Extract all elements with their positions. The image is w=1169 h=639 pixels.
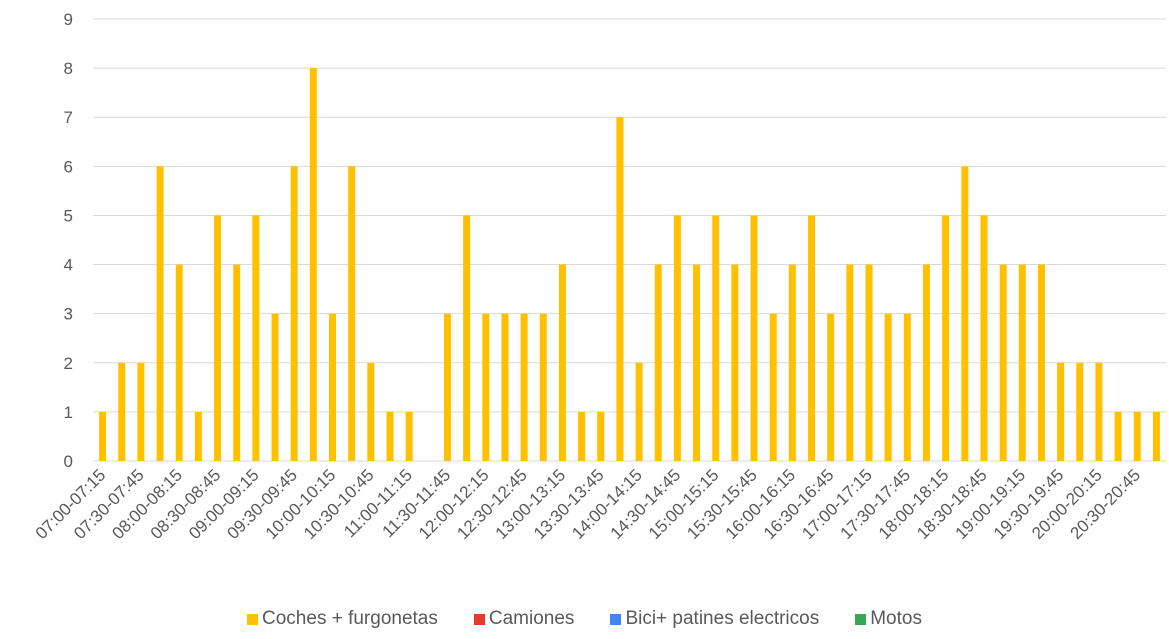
bar <box>884 313 892 461</box>
bar <box>137 362 145 461</box>
bar <box>405 411 413 461</box>
bar <box>673 215 681 461</box>
y-tick-label: 9 <box>64 10 73 29</box>
bar <box>635 362 643 461</box>
legend-label: Camiones <box>488 608 575 629</box>
bar <box>712 215 720 461</box>
legend-label: Coches + furgonetas <box>262 608 438 629</box>
bar <box>443 313 451 461</box>
legend-swatch <box>473 613 485 625</box>
legend-item: Bici+ patines electricos <box>610 608 819 630</box>
bar <box>1133 411 1141 461</box>
legend-swatch <box>610 613 622 625</box>
y-tick-label: 0 <box>64 452 73 471</box>
bar <box>539 313 547 461</box>
bar <box>252 215 260 461</box>
bar <box>1057 362 1065 461</box>
y-axis-ticks: 0 1 2 3 4 5 6 7 8 9 <box>64 10 73 471</box>
y-tick-label: 4 <box>64 256 73 275</box>
y-tick-label: 5 <box>64 206 73 225</box>
bar <box>194 411 202 461</box>
bar <box>693 264 701 461</box>
bar <box>367 362 375 461</box>
bar <box>99 411 107 461</box>
bar <box>482 313 490 461</box>
bar <box>329 313 337 461</box>
bar <box>1095 362 1103 461</box>
bar <box>175 264 183 461</box>
y-tick-label: 6 <box>64 157 73 176</box>
bar <box>233 264 241 461</box>
bar-chart: 0 1 2 3 4 5 6 7 8 9 07:00-07:1507:30-07:4508:00-0… <box>32 10 1166 543</box>
legend-swatch <box>247 613 259 625</box>
bar <box>922 264 930 461</box>
bar <box>520 313 528 461</box>
bar <box>1018 264 1026 461</box>
bar <box>156 166 164 462</box>
legend-label: Bici+ patines electricos <box>625 608 820 629</box>
bar <box>386 411 394 461</box>
y-tick-label: 2 <box>64 354 73 373</box>
x-axis-ticks: 07:00-07:1507:30-07:4508:00-08:1508:30-0… <box>32 465 1144 543</box>
bar <box>214 215 222 461</box>
bar <box>808 215 816 461</box>
legend: Coches + furgonetas Camiones Bici+ patin… <box>0 608 1169 630</box>
y-tick-label: 8 <box>64 59 73 78</box>
bar <box>865 264 873 461</box>
bar <box>788 264 796 461</box>
bar <box>1114 411 1122 461</box>
bar <box>463 215 471 461</box>
bar <box>1037 264 1045 461</box>
bar <box>271 313 279 461</box>
bar <box>903 313 911 461</box>
bar <box>827 313 835 461</box>
bar <box>348 166 356 462</box>
bar <box>616 117 624 461</box>
legend-item: Motos <box>855 608 922 630</box>
bar <box>942 215 950 461</box>
bar <box>578 411 586 461</box>
legend-item: Camiones <box>473 608 575 630</box>
bar <box>501 313 509 461</box>
y-tick-label: 3 <box>64 305 73 324</box>
bar <box>290 166 298 462</box>
bar <box>980 215 988 461</box>
legend-item: Coches + furgonetas <box>247 608 438 630</box>
legend-label: Motos <box>870 608 922 629</box>
bar <box>558 264 566 461</box>
y-tick-label: 7 <box>64 108 73 127</box>
legend-swatch <box>855 613 867 625</box>
bar <box>961 166 969 462</box>
bar <box>1152 411 1160 461</box>
bar <box>750 215 758 461</box>
bars <box>99 68 1160 462</box>
bar <box>118 362 126 461</box>
bar <box>654 264 662 461</box>
bar <box>309 68 317 461</box>
bar <box>1076 362 1084 461</box>
bar <box>999 264 1007 461</box>
bar <box>731 264 739 461</box>
bar <box>597 411 605 461</box>
bar <box>846 264 854 461</box>
bar <box>769 313 777 461</box>
y-tick-label: 1 <box>64 403 73 422</box>
